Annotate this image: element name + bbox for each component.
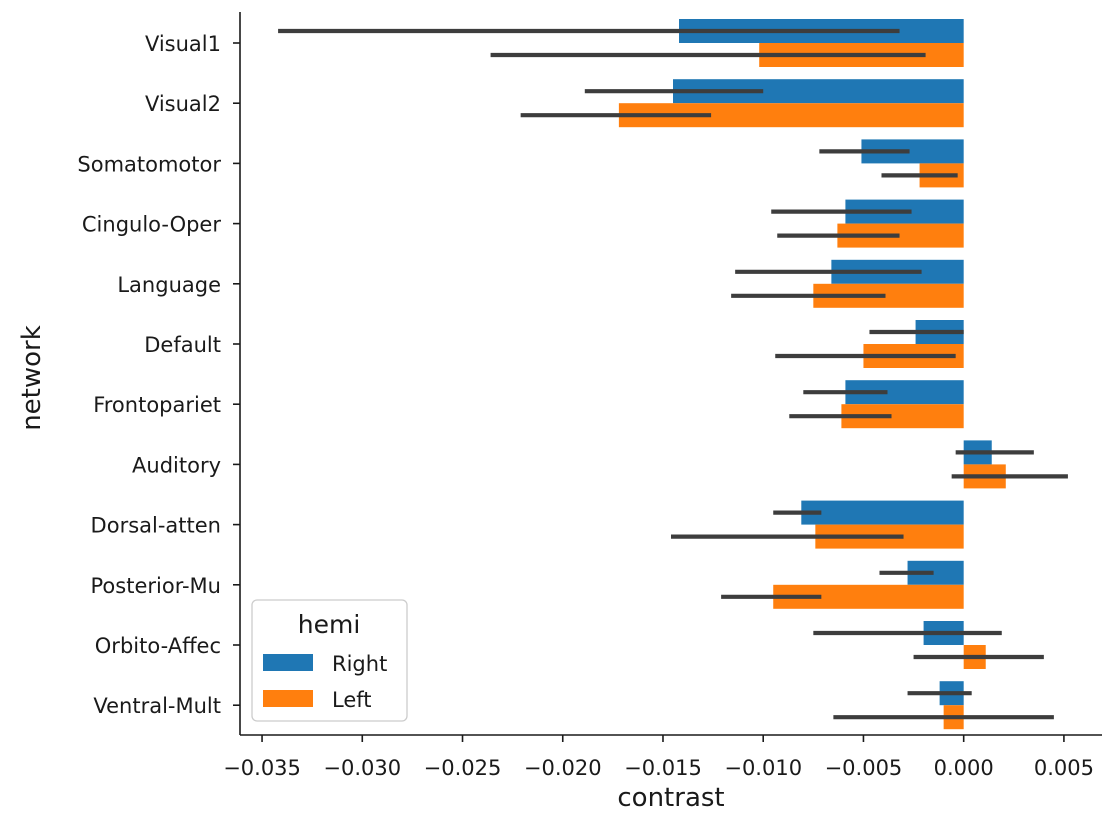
x-tick-label: −0.020 xyxy=(524,756,602,780)
y-tick-label-language: Language xyxy=(117,273,221,297)
legend-swatch-right xyxy=(263,654,313,671)
x-tick-label: 0.005 xyxy=(1034,756,1094,780)
y-ticks: Visual1 Visual2 Somatomotor Cingulo-Oper Lan… xyxy=(77,32,240,718)
x-tick-label: 0.000 xyxy=(934,756,994,780)
x-tick-label: −0.005 xyxy=(825,756,903,780)
x-tick-label: −0.015 xyxy=(624,756,702,780)
bars-layer xyxy=(618,19,1006,730)
x-tick-label: −0.025 xyxy=(424,756,502,780)
y-tick-label-posterior-mu: Posterior-Mu xyxy=(91,574,221,598)
error-bars-layer xyxy=(278,28,1068,720)
x-ticks: −0.035 −0.030 −0.025 −0.020 −0.015 −0.010 −0.0… xyxy=(223,735,1094,780)
y-tick-label-auditory: Auditory xyxy=(132,453,221,477)
legend-label-left: Left xyxy=(332,688,372,712)
legend-title: hemi xyxy=(298,610,361,639)
y-tick-label-frontopariet: Frontopariet xyxy=(93,393,221,417)
x-tick-label: −0.010 xyxy=(724,756,802,780)
y-tick-label-default: Default xyxy=(144,333,221,357)
y-axis-title: network xyxy=(17,325,47,431)
legend-label-right: Right xyxy=(332,652,387,676)
x-axis-title: contrast xyxy=(617,783,724,813)
y-tick-label-ventral-mult: Ventral-Mult xyxy=(93,694,221,718)
axes: −0.035 −0.030 −0.025 −0.020 −0.015 −0.010 −0.0… xyxy=(77,12,1102,780)
x-tick-label: −0.035 xyxy=(223,756,301,780)
y-tick-label-visual1: Visual1 xyxy=(145,32,221,56)
bar-dorsal-atten-right xyxy=(801,500,964,525)
y-tick-label-cingulo-oper: Cingulo-Oper xyxy=(82,213,221,237)
x-tick-label: −0.030 xyxy=(323,756,401,780)
y-tick-label-dorsal-atten: Dorsal-atten xyxy=(91,514,221,538)
y-tick-label-somatomotor: Somatomotor xyxy=(77,152,221,176)
y-tick-label-orbito-affec: Orbito-Affec xyxy=(95,634,221,658)
y-tick-label-visual2: Visual2 xyxy=(145,92,221,116)
legend-swatch-left xyxy=(263,690,313,707)
legend: hemi Right Left xyxy=(251,599,408,722)
